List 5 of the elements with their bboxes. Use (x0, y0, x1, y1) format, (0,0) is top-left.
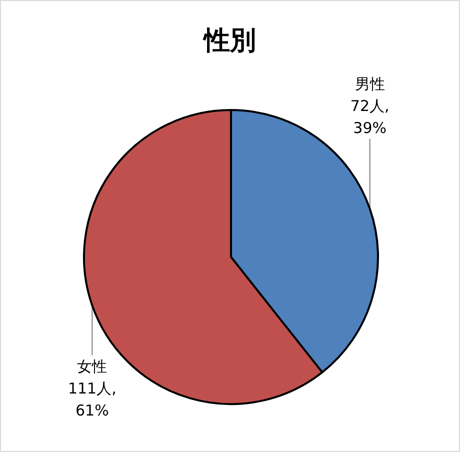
data-label: 72人, 39% (350, 96, 390, 137)
chart-title: 性別 (202, 26, 256, 56)
slice-label: 女性 (77, 357, 108, 376)
slice-label: 男性 (354, 74, 385, 93)
data-label: 111人, 61% (68, 379, 116, 420)
